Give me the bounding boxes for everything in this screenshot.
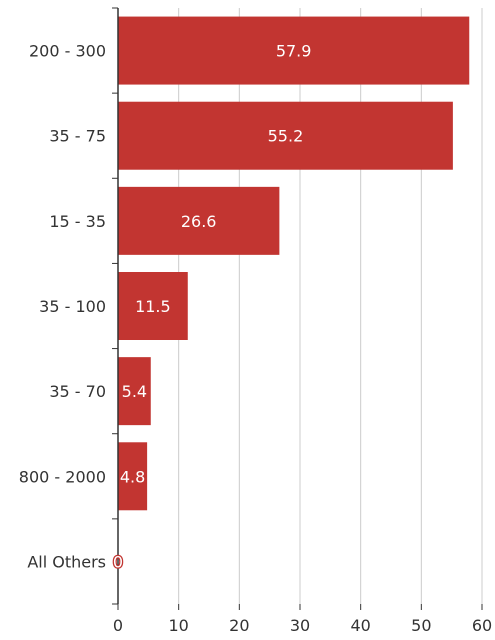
bar xyxy=(118,272,188,340)
category-label: 35 - 70 xyxy=(49,382,106,401)
x-tick-label: 60 xyxy=(472,616,492,635)
category-label: 35 - 100 xyxy=(39,297,106,316)
x-tick-label: 0 xyxy=(113,616,123,635)
bar xyxy=(118,186,280,255)
bar xyxy=(118,442,148,511)
category-label: 35 - 75 xyxy=(49,127,106,146)
bar xyxy=(118,16,470,85)
bar xyxy=(118,357,151,426)
bar-value-label: 0 xyxy=(113,552,123,571)
axes xyxy=(112,7,483,610)
bar-value-label: 11.5 xyxy=(135,297,171,316)
x-tick-label: 50 xyxy=(411,616,431,635)
labels: 0 10 20 30 40 50 60 200 - 300 57.9 35 - 75 55.2 15 … xyxy=(19,42,492,635)
x-tick-label: 20 xyxy=(229,616,249,635)
category-label: 200 - 300 xyxy=(29,42,106,61)
x-tick-label: 40 xyxy=(350,616,370,635)
x-tick-label: 10 xyxy=(168,616,188,635)
grid-lines xyxy=(178,8,483,604)
category-label: 800 - 2000 xyxy=(19,467,106,486)
bar-value-label: 4.8 xyxy=(120,467,145,486)
category-label: All Others xyxy=(27,552,106,571)
x-tick-label: 30 xyxy=(290,616,310,635)
bar xyxy=(118,101,453,170)
bar-value-label: 55.2 xyxy=(268,127,304,146)
bar-value-label: 26.6 xyxy=(181,212,217,231)
category-label: 15 - 35 xyxy=(49,212,106,231)
bar-value-label: 57.9 xyxy=(276,42,312,61)
bars xyxy=(118,16,470,511)
bar-value-label: 5.4 xyxy=(122,382,147,401)
